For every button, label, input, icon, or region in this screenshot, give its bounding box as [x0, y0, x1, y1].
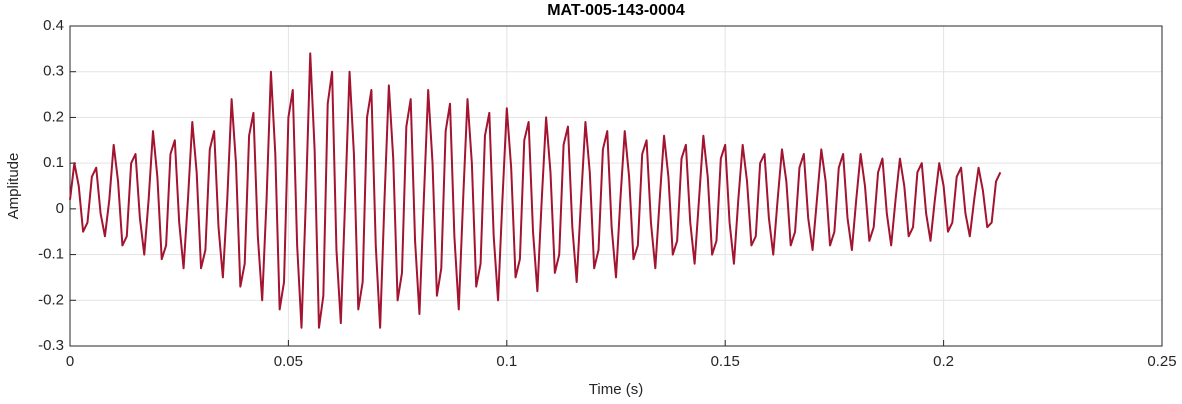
plot-area: [70, 26, 1162, 346]
y-tick-label: 0.1: [43, 154, 64, 171]
y-tick-label: 0.4: [43, 17, 64, 34]
y-tick-label: 0.2: [43, 108, 64, 125]
x-tick-label: 0.2: [933, 353, 954, 370]
x-tick-label: 0.15: [711, 353, 740, 370]
axes-box: [69, 25, 1163, 347]
waveform-line: [69, 52, 1002, 329]
x-tick-label: 0: [66, 353, 74, 370]
chart-title: MAT-005-143-0004: [547, 2, 685, 19]
x-tick-label: 0.05: [274, 353, 303, 370]
y-axis-label: Amplitude: [5, 153, 22, 220]
x-tick-label: 0.1: [496, 353, 517, 370]
y-tick-label: 0: [56, 200, 64, 217]
y-tick-label: -0.1: [38, 246, 64, 263]
y-tick-label: -0.3: [38, 337, 64, 354]
x-axis-label: Time (s): [589, 381, 643, 398]
x-tick-label: 0.25: [1147, 353, 1176, 370]
y-tick-label: -0.2: [38, 291, 64, 308]
y-tick-label: 0.3: [43, 63, 64, 80]
